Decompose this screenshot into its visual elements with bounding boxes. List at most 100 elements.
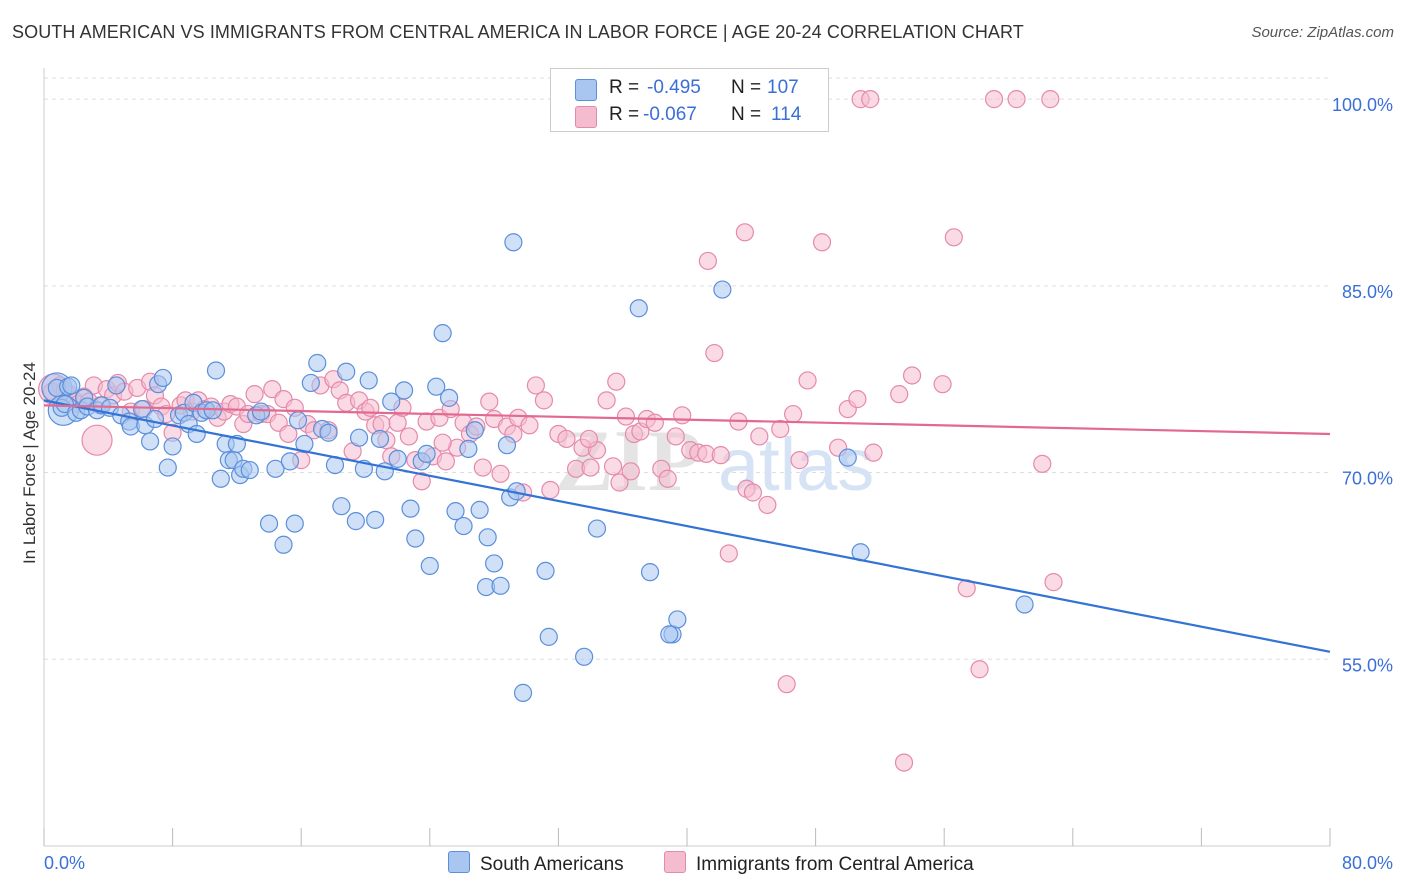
blue-point — [485, 554, 504, 573]
pink-point — [603, 457, 623, 476]
pink-point — [279, 424, 298, 444]
pink-point — [610, 473, 629, 492]
blue-point — [285, 514, 304, 533]
pink-trend-line — [43, 404, 1331, 436]
blue-point — [454, 516, 473, 536]
blue-point — [388, 449, 407, 468]
blue-trend-line — [43, 399, 1331, 653]
legend-r-label: R = — [609, 77, 640, 98]
bottom-legend-pink: Immigrants from Central America — [664, 851, 974, 876]
blue-point — [433, 324, 452, 343]
y-tick-label: 100.0% — [1332, 95, 1393, 115]
pink-point — [597, 391, 616, 410]
pink-point — [491, 464, 510, 483]
pink-point — [861, 90, 880, 109]
blue-point — [240, 460, 259, 480]
pink-point — [666, 427, 685, 446]
blue-point — [629, 299, 648, 318]
pink-point — [933, 375, 952, 394]
blue-points — [41, 233, 1034, 702]
blue-point — [465, 421, 484, 440]
pink-point — [534, 391, 554, 410]
pink-point — [743, 483, 763, 502]
blue-point — [838, 448, 857, 467]
blue-point — [211, 469, 230, 488]
blue-point — [417, 444, 436, 463]
blue-point — [1015, 595, 1034, 614]
legend-n-label: N = — [731, 77, 762, 98]
blue-point — [539, 627, 558, 646]
pink-point — [616, 407, 636, 426]
blue-point — [280, 452, 300, 471]
pink-point — [673, 406, 692, 425]
blue-point — [337, 362, 356, 381]
pink-point — [541, 480, 560, 500]
blue-point — [266, 459, 285, 478]
blue-point — [259, 514, 279, 533]
blue-point — [349, 428, 369, 447]
blue-point — [401, 499, 420, 518]
pink-point — [890, 385, 909, 404]
blue-point — [274, 535, 293, 554]
x-tick-label: 0.0% — [44, 853, 85, 873]
y-axis-label: In Labor Force | Age 20-24 — [20, 362, 39, 564]
pink-point — [944, 228, 963, 247]
blue-point — [319, 423, 338, 442]
pink-point — [645, 413, 664, 432]
blue-point — [420, 556, 439, 576]
bottom-legend-blue: South Americans — [448, 851, 624, 876]
blue-point — [713, 280, 732, 299]
blue-point — [163, 437, 182, 456]
blue-point — [394, 381, 414, 400]
blue-point — [153, 368, 173, 388]
blue-point — [366, 510, 385, 529]
pink-point — [777, 675, 796, 694]
bottom-legend-label-blue: South Americans — [480, 854, 624, 875]
pink-point — [1041, 90, 1060, 109]
pink-point-large — [81, 424, 113, 456]
legend-r-label: R = — [609, 104, 640, 125]
chart-title: SOUTH AMERICAN VS IMMIGRANTS FROM CENTRA… — [12, 22, 1024, 42]
blue-point — [536, 561, 555, 580]
pink-point — [783, 404, 803, 424]
blue-point — [145, 409, 165, 429]
pink-point — [658, 469, 677, 488]
pink-point — [984, 90, 1004, 109]
pink-point — [581, 458, 600, 477]
blue-point — [332, 497, 351, 516]
pink-point — [526, 376, 545, 395]
correlation-legend: R = -0.495 N = 107 R = -0.067 N = 114 — [550, 68, 829, 132]
pink-point — [698, 251, 717, 271]
blue-point — [158, 458, 177, 477]
blue-point — [382, 392, 401, 411]
pink-point — [771, 419, 790, 439]
pink-point — [735, 223, 754, 242]
y-tick-label: 85.0% — [1342, 282, 1393, 302]
trend-lines — [43, 399, 1331, 653]
blue-point — [206, 361, 226, 380]
pink-point — [864, 443, 883, 462]
blue-point — [478, 528, 497, 547]
x-tick-label: 80.0% — [1342, 853, 1393, 873]
pink-point — [711, 446, 730, 465]
legend-n-label: N = — [731, 104, 762, 125]
pink-point — [750, 427, 769, 446]
pink-point — [719, 544, 738, 563]
bottom-legend-swatch-blue — [448, 851, 470, 873]
pink-point — [245, 385, 264, 404]
blue-point — [359, 371, 378, 390]
blue-point — [491, 576, 510, 595]
chart-source: Source: ZipAtlas.com — [1251, 24, 1394, 41]
legend-r-value: -0.067 — [643, 104, 697, 125]
pink-point — [970, 660, 989, 679]
pink-point — [1033, 454, 1052, 473]
bottom-legend-label-pink: Immigrants from Central America — [696, 854, 974, 875]
blue-point — [575, 647, 594, 666]
blue-point — [308, 353, 327, 373]
blue-point — [107, 376, 126, 395]
grid-lines — [44, 77, 1330, 660]
blue-point — [251, 402, 271, 421]
pink-point — [607, 372, 626, 391]
pink-point — [758, 495, 777, 515]
